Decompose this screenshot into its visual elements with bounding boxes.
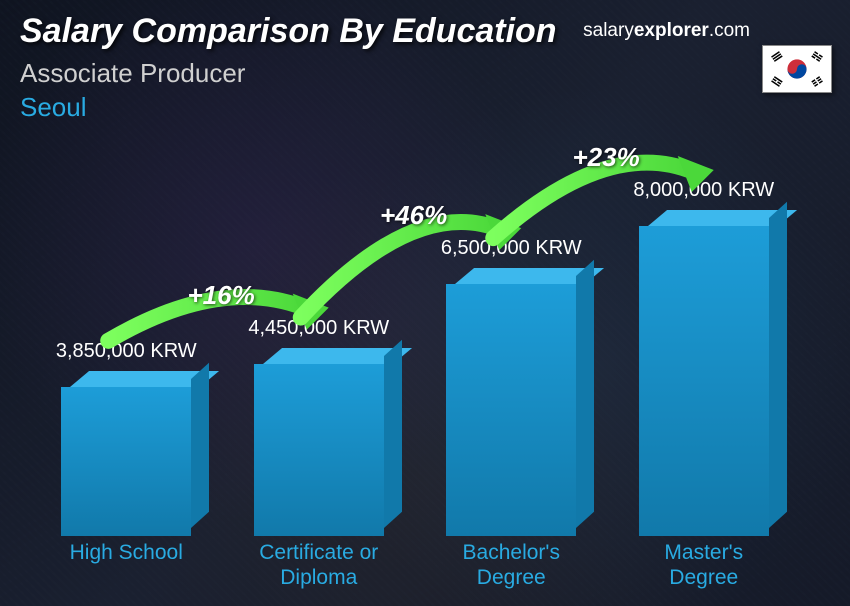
bar-group-0: 3,850,000 KRW	[30, 340, 223, 536]
bar-chart: 3,850,000 KRW 4,450,000 KRW 6,500,000 KRW 8…	[30, 140, 800, 586]
brand-suffix: .com	[709, 20, 750, 41]
category-label: Certificate orDiploma	[223, 536, 416, 586]
bar-side-face	[576, 260, 594, 528]
category-labels-area: High SchoolCertificate orDiplomaBachelor…	[30, 536, 800, 586]
bar-group-2: 6,500,000 KRW	[415, 237, 608, 536]
bar-side-face	[384, 339, 402, 528]
category-label: High School	[30, 536, 223, 586]
bar-side-face	[769, 202, 787, 528]
bar-value-label: 8,000,000 KRW	[633, 179, 774, 202]
chart-subtitle: Associate Producer	[20, 58, 245, 89]
flag-svg	[763, 46, 831, 92]
bar-group-1: 4,450,000 KRW	[223, 317, 416, 536]
chart-container: Salary Comparison By Education Associate…	[0, 0, 850, 606]
brand-bold: explorer	[634, 20, 709, 41]
bar-front-face	[639, 226, 769, 536]
bar-value-label: 4,450,000 KRW	[248, 317, 389, 340]
bar-front-face	[254, 364, 384, 536]
bar-front-face	[61, 387, 191, 536]
bar-value-label: 6,500,000 KRW	[441, 237, 582, 260]
bar	[254, 348, 384, 536]
bar-side-face	[191, 363, 209, 528]
bar-group-3: 8,000,000 KRW	[608, 179, 801, 536]
category-label: Master'sDegree	[608, 536, 801, 586]
bar	[61, 371, 191, 536]
category-label: Bachelor'sDegree	[415, 536, 608, 586]
bar	[639, 210, 769, 536]
bars-area: 3,850,000 KRW 4,450,000 KRW 6,500,000 KRW 8…	[30, 140, 800, 536]
bar-front-face	[446, 284, 576, 536]
chart-title: Salary Comparison By Education	[20, 12, 557, 51]
brand-prefix: salary	[583, 20, 634, 41]
country-flag-korea	[762, 45, 832, 93]
bar	[446, 268, 576, 536]
bar-value-label: 3,850,000 KRW	[56, 340, 197, 363]
chart-location: Seoul	[20, 92, 87, 123]
brand-watermark: salaryexplorer.com	[583, 20, 750, 42]
